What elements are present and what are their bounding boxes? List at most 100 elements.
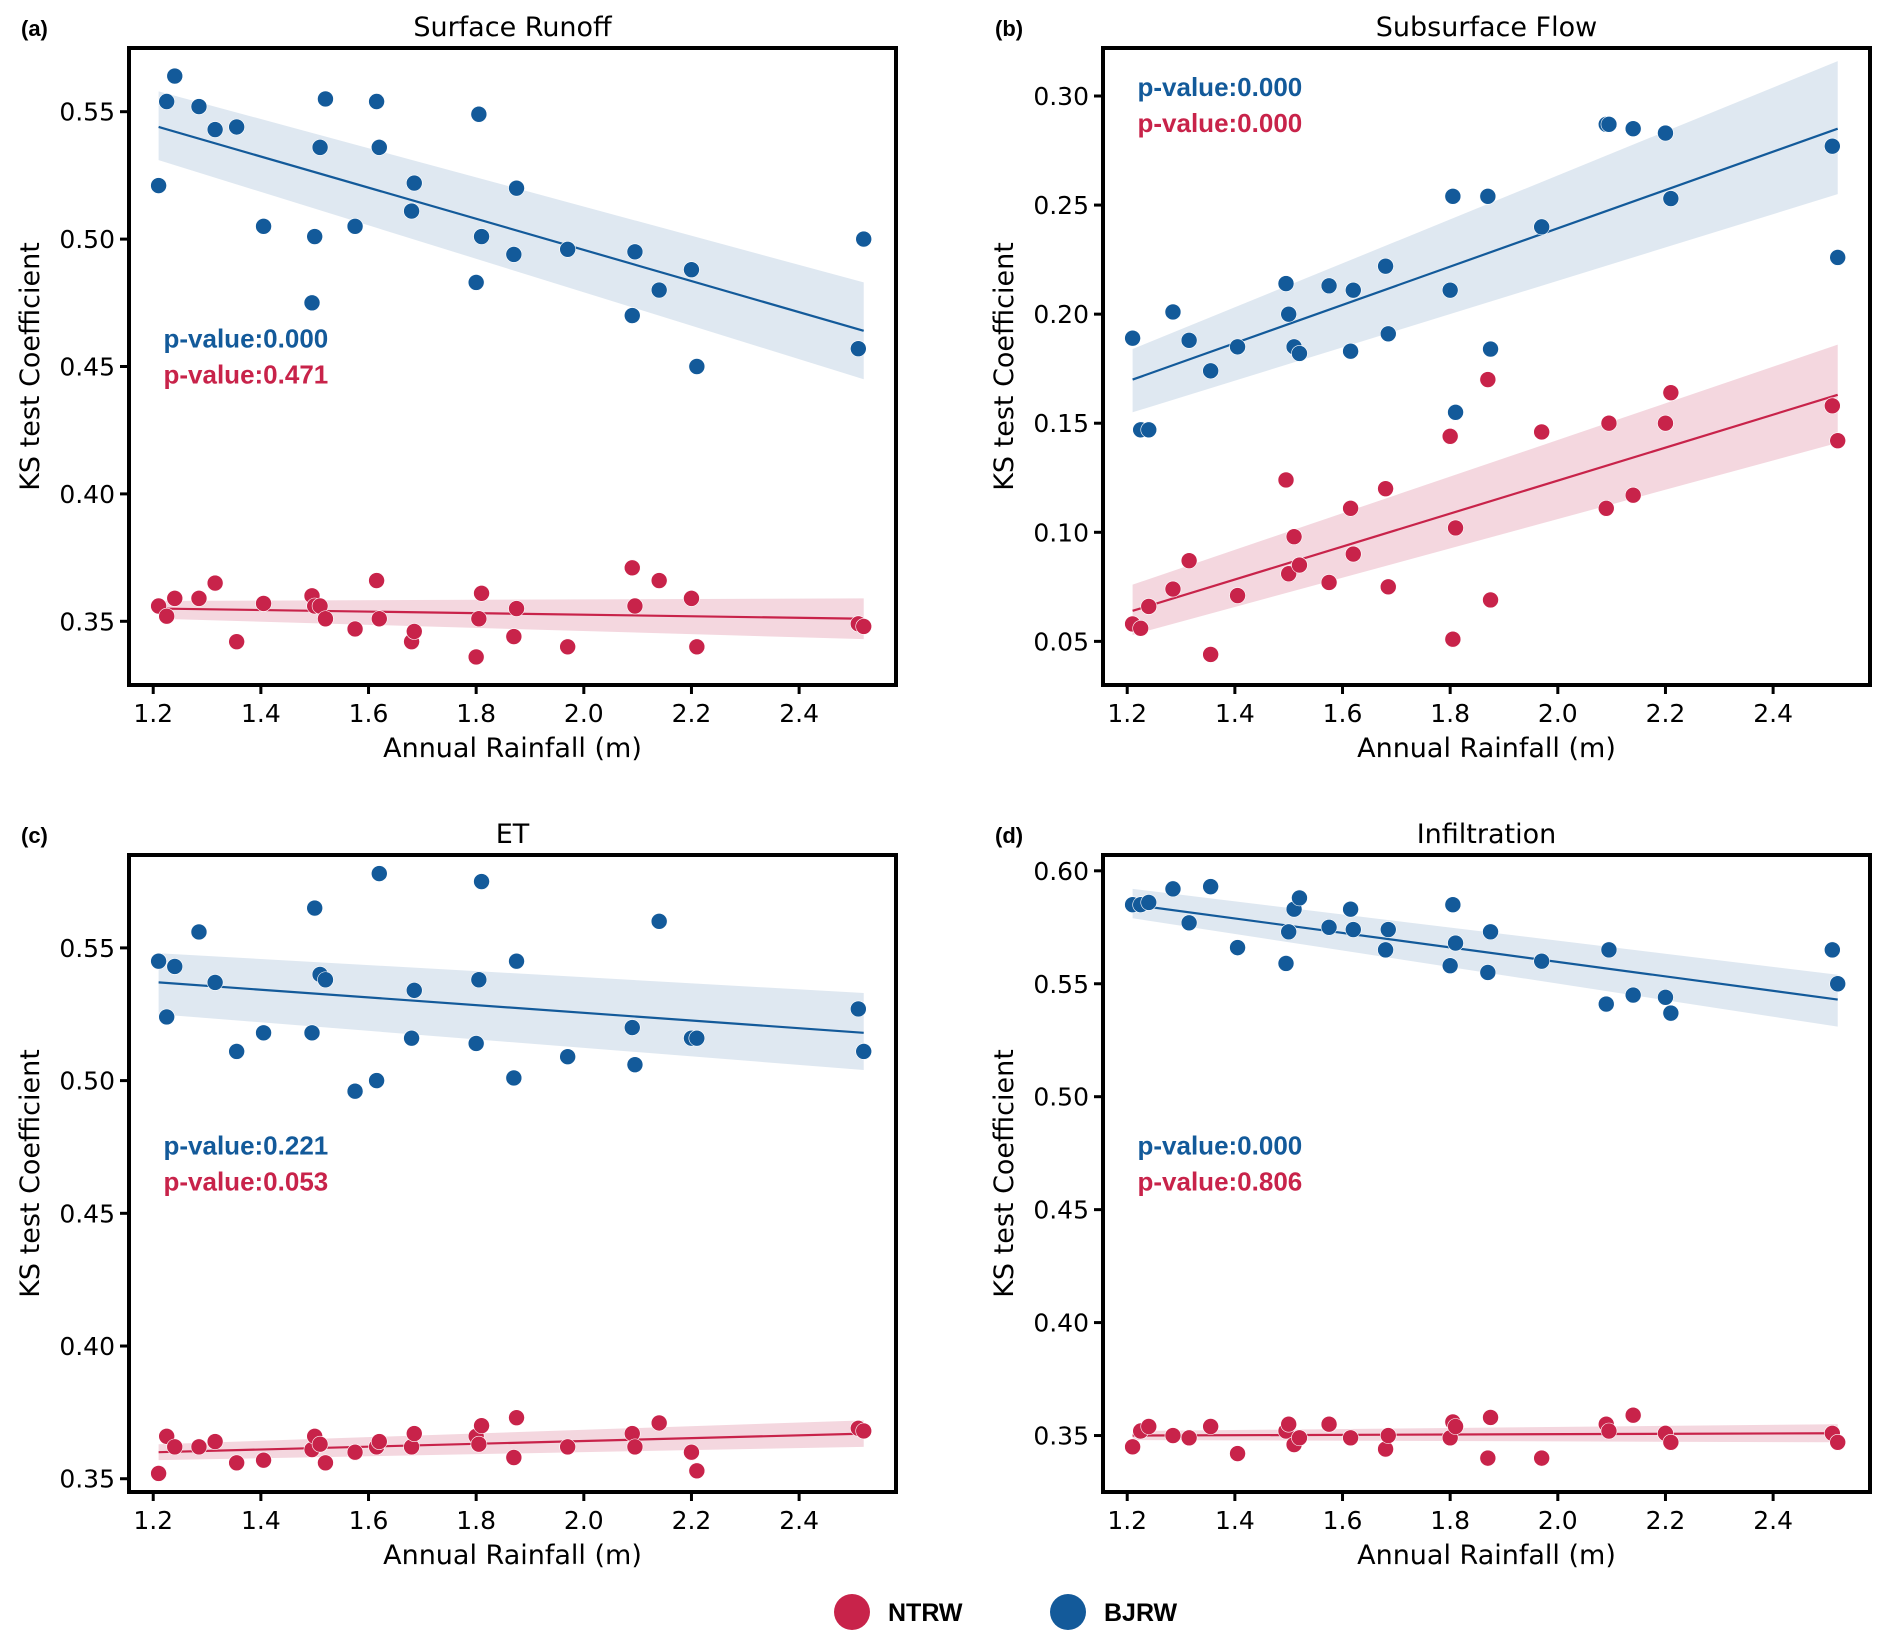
data-point-bjrw [850,1000,867,1018]
pvalue-label-ntrw: p-value:0.471 [164,359,329,389]
confidence-band-bjrw [158,91,864,380]
data-point-ntrw [1479,1449,1497,1467]
data-point-ntrw [473,584,490,602]
data-point-ntrw [317,610,334,628]
data-point-bjrw [508,952,525,970]
data-point-ntrw [1344,545,1362,563]
x-tick-label: 1.2 [133,1506,173,1535]
x-tick-label: 1.4 [1215,699,1255,728]
data-point-ntrw [346,620,364,638]
y-tick-label: 0.50 [59,1067,115,1096]
confidence-band-ntrw [158,598,864,640]
data-point-bjrw [368,93,385,110]
data-point-ntrw [1597,499,1615,517]
panel-a: (a) Surface Runoff p-value:0.000 p-value:0.… [15,12,898,764]
pvalue-label-ntrw: p-value:0.000 [1138,108,1303,138]
data-point-bjrw [368,1072,385,1089]
data-point-ntrw [190,590,208,607]
y-axis-label: KS test Coefficient [989,242,1020,491]
data-point-bjrw [470,971,488,989]
data-point-bjrw [1202,878,1219,895]
pvalue-label-bjrw: p-value:0.221 [164,1130,329,1160]
data-point-bjrw [1444,896,1462,913]
data-point-ntrw [626,1438,644,1456]
data-point-ntrw [370,1433,388,1450]
plot-area [1124,61,1847,663]
data-point-bjrw [166,67,184,85]
panel-b: (b) Subsurface Flow p-value:0.000 p-value:0… [989,12,1872,764]
data-point-bjrw [467,274,485,291]
data-point-ntrw [688,638,706,656]
data-point-ntrw [255,1451,272,1469]
data-point-ntrw [1229,1445,1246,1462]
data-point-ntrw [1662,1434,1680,1451]
data-point-ntrw [317,1454,334,1472]
data-point-ntrw [683,590,700,607]
data-point-ntrw [855,1422,873,1440]
data-point-ntrw [255,595,272,612]
data-point-bjrw [559,240,576,258]
data-point-ntrw [1482,1409,1499,1426]
data-point-bjrw [255,1024,272,1042]
data-point-ntrw [346,1443,364,1461]
pvalue-label-bjrw: p-value:0.000 [1138,72,1303,102]
data-point-bjrw [470,105,488,123]
data-point-bjrw [317,90,334,108]
panel-title: ET [496,819,530,850]
data-point-bjrw [370,139,388,156]
data-point-ntrw [190,1438,208,1456]
data-point-bjrw [1824,137,1841,155]
data-point-ntrw [1377,480,1394,497]
y-tick-label: 0.30 [1033,82,1089,111]
data-point-bjrw [1277,955,1295,972]
y-tick-label: 0.55 [59,934,115,963]
data-point-bjrw [467,1035,485,1052]
x-tick-label: 2.0 [1538,1506,1578,1535]
data-point-ntrw [206,574,224,592]
data-point-bjrw [190,98,208,115]
data-point-ntrw [1140,598,1158,615]
data-point-bjrw [855,1043,873,1060]
data-point-bjrw [1344,921,1362,938]
data-point-ntrw [1482,591,1499,609]
data-point-ntrw [1829,1434,1847,1451]
data-point-bjrw [405,982,423,999]
data-point-bjrw [1229,338,1246,356]
data-point-ntrw [1662,384,1680,401]
data-point-ntrw [1291,556,1308,574]
x-tick-label: 1.4 [1215,1506,1255,1535]
x-tick-label: 1.4 [241,1506,281,1535]
data-point-bjrw [1342,900,1359,918]
data-point-bjrw [1533,952,1550,970]
y-tick-label: 0.55 [59,98,115,127]
x-tick-label: 1.6 [349,1506,389,1535]
legend-marker-ntrw [834,1594,870,1630]
panel-c: (c) ET p-value:0.221 p-value:0.053 1.2 1.4 1.6… [15,819,898,1571]
y-tick-label: 0.40 [1033,1309,1089,1338]
panel-title: Surface Runoff [413,12,613,43]
data-point-bjrw [158,1008,175,1026]
y-tick-label: 0.20 [1033,300,1089,329]
data-point-bjrw [473,873,490,890]
panel-letter: (a) [21,16,48,41]
y-axis-label: KS test Coefficient [15,242,46,491]
data-point-bjrw [1441,281,1459,299]
data-point-bjrw [1624,120,1642,138]
data-point-bjrw [306,228,323,245]
x-axis-label: Annual Rainfall (m) [383,1540,642,1571]
data-point-bjrw [206,121,224,138]
data-point-bjrw [1291,345,1308,362]
data-point-bjrw [1533,218,1550,236]
plot-area [1124,878,1847,1467]
data-point-ntrw [1132,619,1149,637]
data-point-ntrw [1624,486,1642,504]
data-point-ntrw [405,623,423,640]
data-point-ntrw [1829,432,1847,449]
data-point-ntrw [1164,1427,1182,1444]
data-point-bjrw [1657,124,1674,142]
data-point-bjrw [1180,914,1198,932]
legend: NTRW BJRW [834,1594,1178,1630]
data-point-ntrw [1277,471,1295,489]
data-point-bjrw [150,177,167,194]
data-point-bjrw [1291,889,1308,907]
